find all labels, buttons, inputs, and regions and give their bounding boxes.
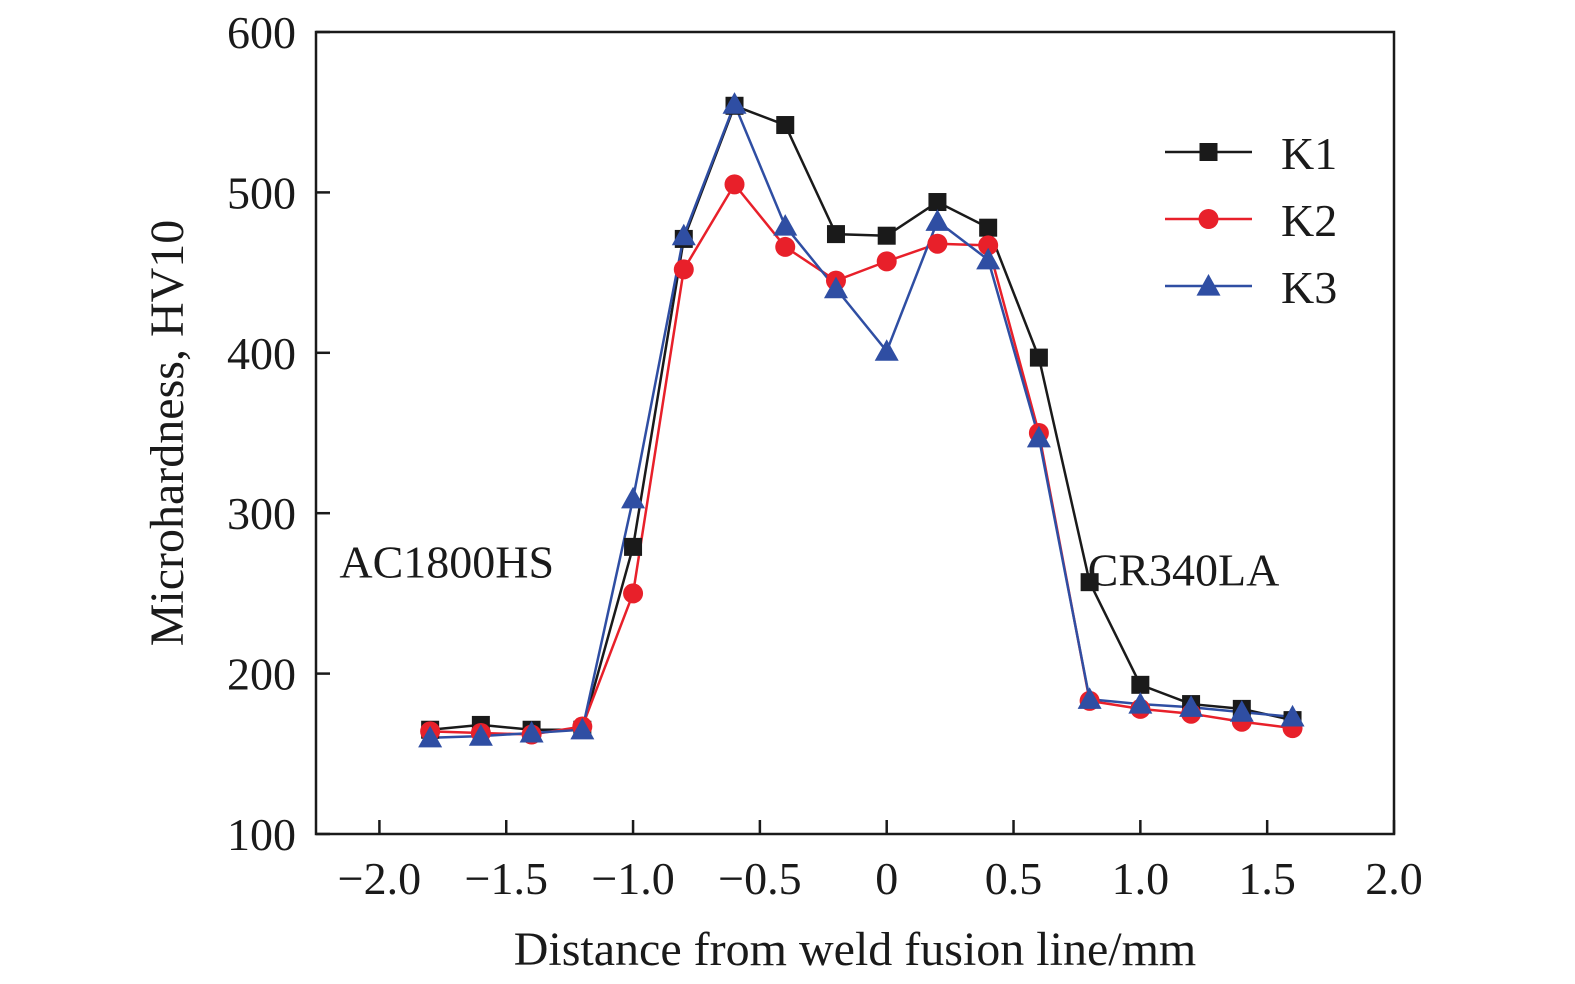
data-point-k1	[1029, 348, 1048, 367]
data-point-k1	[826, 225, 845, 244]
data-point-k2	[623, 583, 644, 604]
x-tick-label: 1.5	[1238, 853, 1296, 904]
data-point-k2	[724, 174, 745, 195]
series-line-k3	[430, 100, 1293, 740]
y-tick-label: 100	[227, 809, 296, 860]
data-point-k3	[570, 717, 595, 740]
x-tick-label: −0.5	[718, 853, 801, 904]
axis-ticks: −2.0 −1.5 −1.0 −0.5 0 0.5 1.0 1.5 2.0 100 200 300 40…	[227, 7, 1423, 904]
data-point-k2	[775, 236, 796, 257]
data-point-k1	[979, 218, 998, 237]
annotation-cr340la: CR340LA	[1088, 544, 1280, 595]
legend: K1 K2 K3	[1165, 128, 1337, 313]
data-point-k3	[823, 276, 848, 299]
plot-frame	[314, 30, 1396, 836]
series-line-k2	[430, 182, 1293, 736]
series-lines	[430, 100, 1293, 740]
x-tick-label: 1.0	[1112, 853, 1170, 904]
x-tick-label: −2.0	[338, 853, 421, 904]
legend-label-k2: K2	[1281, 195, 1337, 246]
annotation-ac1800hs: AC1800HS	[339, 536, 554, 587]
y-tick-label: 400	[227, 328, 296, 379]
x-tick-label: 0	[875, 853, 898, 904]
data-point-k3	[1077, 687, 1102, 709]
data-point-k1	[624, 537, 643, 556]
data-point-k3	[773, 214, 798, 236]
data-point-k1	[877, 226, 896, 245]
y-axis-title: Microhardness, HV10	[141, 220, 194, 647]
x-tick-label: −1.5	[465, 853, 548, 904]
data-point-k3	[1128, 692, 1153, 714]
series-line-k1	[430, 104, 1293, 731]
data-point-k1	[1080, 573, 1099, 592]
legend-marker-k2	[1198, 209, 1219, 229]
legend-label-k3: K3	[1281, 262, 1337, 313]
data-point-k3	[671, 223, 696, 246]
y-tick-label: 200	[227, 649, 296, 700]
data-point-k2	[673, 259, 694, 280]
legend-marker-k3	[1196, 274, 1221, 296]
data-point-k3	[1280, 704, 1305, 727]
y-tick-label: 600	[227, 7, 296, 58]
data-point-k1	[1131, 675, 1150, 694]
data-point-k3	[976, 247, 1001, 270]
data-point-k3	[468, 724, 493, 746]
data-point-k3	[1229, 700, 1254, 722]
data-point-k2	[876, 251, 897, 272]
series-markers	[418, 92, 1305, 748]
data-point-k3	[418, 725, 443, 748]
y-tick-label: 500	[227, 167, 296, 218]
x-tick-label: 0.5	[985, 853, 1043, 904]
data-point-k3	[722, 92, 747, 114]
data-point-k1	[928, 193, 947, 212]
legend-label-k1: K1	[1281, 128, 1337, 179]
data-point-k3	[621, 486, 646, 509]
y-tick-label: 300	[227, 488, 296, 539]
data-point-k3	[925, 209, 950, 231]
data-point-k3	[519, 720, 544, 743]
x-tick-label: 2.0	[1365, 853, 1423, 904]
data-point-k1	[776, 116, 795, 135]
x-axis-title: Distance from weld fusion line/mm	[514, 923, 1197, 976]
data-point-k3	[1026, 425, 1051, 448]
data-point-k2	[927, 233, 948, 254]
legend-marker-k1	[1199, 143, 1218, 161]
data-point-k2	[978, 235, 999, 256]
x-tick-label: −1.0	[591, 853, 674, 904]
data-point-k3	[874, 339, 899, 361]
data-point-k3	[1179, 695, 1204, 717]
